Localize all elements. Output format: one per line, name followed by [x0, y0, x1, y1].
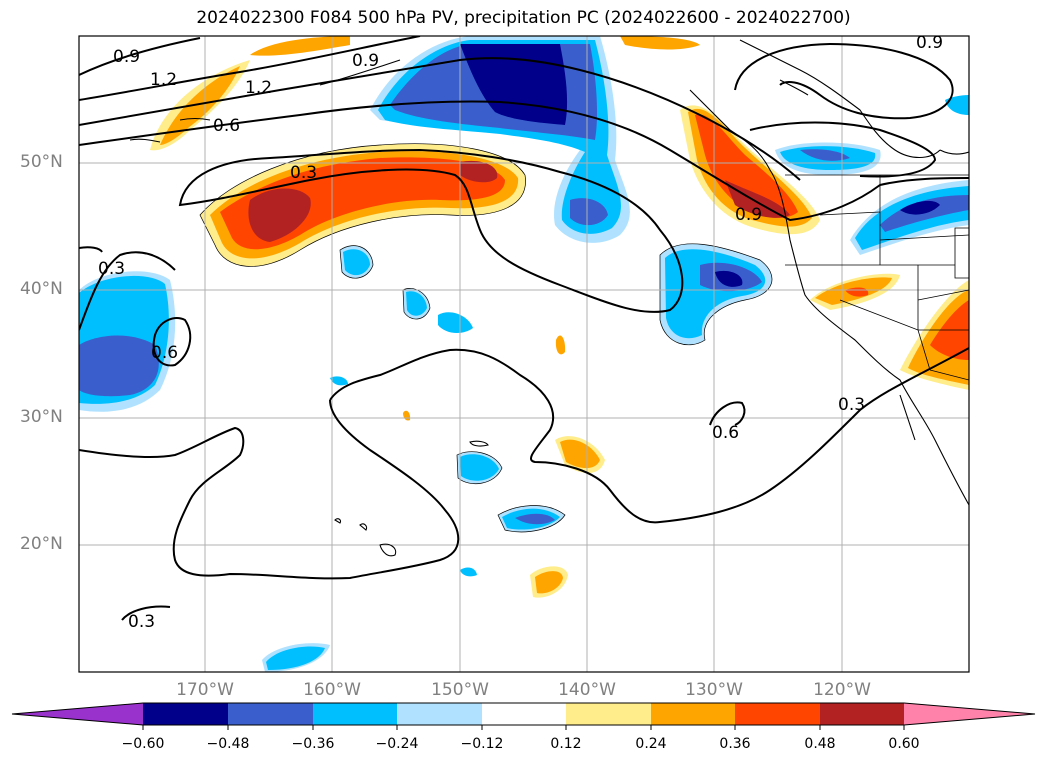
colorbar-high-extension — [904, 703, 1035, 725]
colorbar-tick-label: 0.12 — [550, 736, 582, 752]
lon-label: 170°W — [176, 680, 234, 700]
colorbar-tick-label: −0.48 — [206, 736, 250, 752]
colorbar-tick-label: −0.60 — [121, 736, 165, 752]
lon-label: 140°W — [558, 680, 616, 700]
contour-label: 0.9 — [735, 205, 762, 225]
colorbar-low-extension — [12, 703, 143, 725]
contour-label: 0.3 — [128, 612, 155, 632]
contour-label: 0.9 — [352, 51, 379, 71]
map-frame — [78, 35, 970, 673]
colorbar-bin — [313, 703, 397, 725]
lon-label: 150°W — [431, 680, 489, 700]
colorbar-bin — [228, 703, 313, 725]
colorbar-tick-label: 0.48 — [804, 736, 836, 752]
colorbar-bin — [566, 703, 651, 725]
colorbar-bin — [735, 703, 820, 725]
contour-label: 0.3 — [290, 163, 317, 183]
map-title: 2024022300 F084 500 hPa PV, precipitatio… — [196, 8, 851, 28]
contour-label: 0.9 — [916, 33, 943, 53]
colorbar-bin — [651, 703, 735, 725]
lon-label: 160°W — [303, 680, 361, 700]
lat-label: 50°N — [20, 152, 63, 172]
colorbar-tick-label: −0.24 — [375, 736, 419, 752]
colorbar-tick-label: 0.36 — [719, 736, 751, 752]
colorbar-bin — [397, 703, 482, 725]
contour-label: 0.6 — [712, 423, 739, 443]
contour-label: 0.6 — [213, 116, 240, 136]
shading-outlines — [199, 143, 773, 533]
pv-contours — [79, 36, 969, 621]
colorbar-bin — [482, 703, 566, 725]
contour-label: 0.3 — [838, 395, 865, 415]
colorbar-tick-label: 0.60 — [888, 736, 920, 752]
map-area: 0.9 1.2 1.2 0.9 0.6 0.3 0.3 0.6 0.9 0.9 … — [79, 33, 969, 672]
contour-label: 0.3 — [98, 259, 125, 279]
colorbar-tick-label: 0.24 — [635, 736, 667, 752]
colorbar-bin — [143, 703, 228, 725]
lon-label: 120°W — [813, 680, 871, 700]
colorbar — [11, 702, 1036, 730]
contour-labels: 0.9 1.2 1.2 0.9 0.6 0.3 0.3 0.6 0.9 0.9 … — [98, 33, 943, 632]
lat-label: 30°N — [20, 407, 63, 427]
state-borders — [785, 174, 969, 381]
contour-label: 0.6 — [151, 343, 178, 363]
contour-label: 1.2 — [245, 78, 272, 98]
contour-label: 1.2 — [150, 70, 177, 90]
colorbar-tick-label: −0.36 — [291, 736, 335, 752]
gridlines — [79, 36, 969, 672]
lat-label: 20°N — [20, 534, 63, 554]
colorbar-bin — [820, 703, 904, 725]
lon-label: 130°W — [685, 680, 743, 700]
lat-label: 40°N — [20, 279, 63, 299]
contour-label: 0.9 — [113, 47, 140, 67]
colorbar-tick-label: −0.12 — [460, 736, 504, 752]
negative-anomaly-fields — [79, 36, 969, 672]
